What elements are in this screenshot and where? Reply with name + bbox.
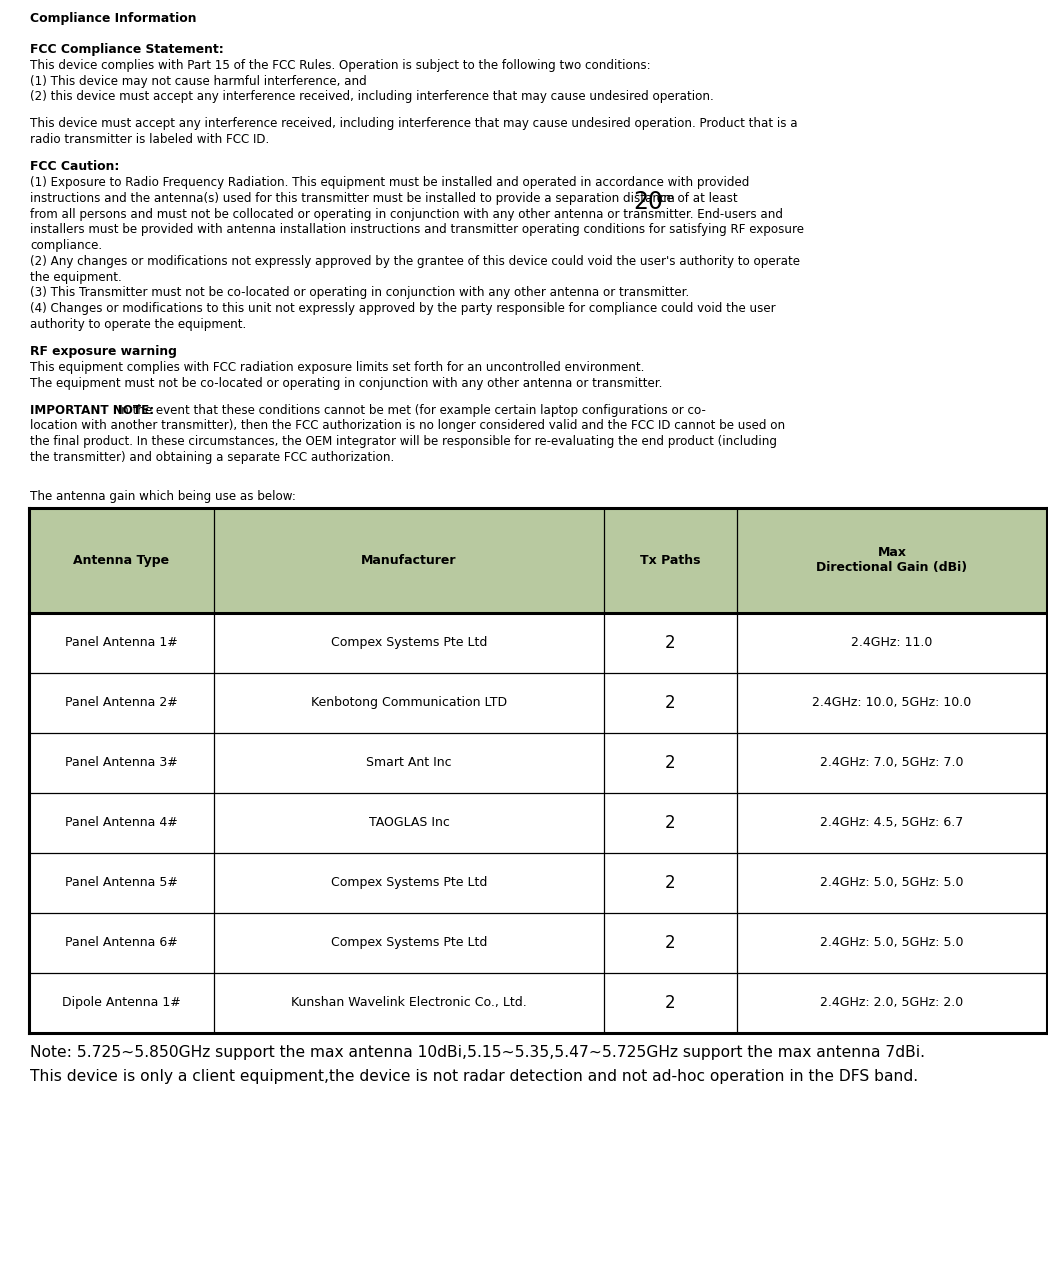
Text: 2.4GHz: 5.0, 5GHz: 5.0: 2.4GHz: 5.0, 5GHz: 5.0: [821, 876, 964, 889]
Text: Dipole Antenna 1#: Dipole Antenna 1#: [62, 996, 181, 1010]
Text: 2: 2: [665, 693, 676, 711]
Text: Panel Antenna 1#: Panel Antenna 1#: [65, 636, 178, 649]
Text: Max
Directional Gain (dBi): Max Directional Gain (dBi): [816, 546, 967, 574]
Text: (2) Any changes or modifications not expressly approved by the grantee of this d: (2) Any changes or modifications not exp…: [30, 255, 800, 268]
Text: Kunshan Wavelink Electronic Co., Ltd.: Kunshan Wavelink Electronic Co., Ltd.: [291, 996, 527, 1010]
Text: 2.4GHz: 2.0, 5GHz: 2.0: 2.4GHz: 2.0, 5GHz: 2.0: [821, 996, 963, 1010]
Text: the transmitter) and obtaining a separate FCC authorization.: the transmitter) and obtaining a separat…: [30, 451, 394, 464]
Bar: [29, 973, 1047, 1033]
Bar: [29, 852, 1047, 913]
Text: (1) Exposure to Radio Frequency Radiation. This equipment must be installed and : (1) Exposure to Radio Frequency Radiatio…: [30, 177, 749, 189]
Text: 2: 2: [665, 993, 676, 1012]
Text: Smart Ant Inc: Smart Ant Inc: [366, 756, 452, 770]
Text: 20: 20: [634, 189, 663, 213]
Text: 2: 2: [665, 634, 676, 652]
Text: instructions and the antenna(s) used for this transmitter must be installed to p: instructions and the antenna(s) used for…: [30, 192, 741, 204]
Text: RF exposure warning: RF exposure warning: [30, 344, 177, 358]
Bar: [29, 673, 1047, 733]
Text: authority to operate the equipment.: authority to operate the equipment.: [30, 318, 246, 331]
Bar: [29, 612, 1047, 673]
Text: Kenbotong Communication LTD: Kenbotong Communication LTD: [311, 696, 507, 709]
Text: In the event that these conditions cannot be met (for example certain laptop con: In the event that these conditions canno…: [114, 404, 705, 417]
Text: This equipment complies with FCC radiation exposure limits set forth for an unco: This equipment complies with FCC radiati…: [30, 361, 645, 375]
Text: Panel Antenna 5#: Panel Antenna 5#: [65, 876, 178, 889]
Text: Manufacturer: Manufacturer: [362, 554, 457, 566]
Bar: [29, 508, 1047, 612]
Text: Compliance Information: Compliance Information: [30, 11, 197, 25]
Text: Compex Systems Pte Ltd: Compex Systems Pte Ltd: [331, 636, 487, 649]
Text: 2.4GHz: 4.5, 5GHz: 6.7: 2.4GHz: 4.5, 5GHz: 6.7: [821, 817, 963, 829]
Text: Panel Antenna 4#: Panel Antenna 4#: [65, 817, 178, 829]
Text: Tx Paths: Tx Paths: [640, 554, 701, 566]
Text: The equipment must not be co-located or operating in conjunction with any other : The equipment must not be co-located or …: [30, 377, 662, 390]
Text: (4) Changes or modifications to this unit not expressly approved by the party re: (4) Changes or modifications to this uni…: [30, 302, 776, 315]
Text: Panel Antenna 2#: Panel Antenna 2#: [65, 696, 178, 709]
Text: from all persons and must not be collocated or operating in conjunction with any: from all persons and must not be colloca…: [30, 207, 783, 221]
Text: (2) this device must accept any interference received, including interference th: (2) this device must accept any interfer…: [30, 90, 714, 103]
Text: 2.4GHz: 11.0: 2.4GHz: 11.0: [851, 636, 933, 649]
Text: This device must accept any interference received, including interference that m: This device must accept any interference…: [30, 117, 798, 130]
Text: FCC Compliance Statement:: FCC Compliance Statement:: [30, 42, 224, 56]
Text: This device complies with Part 15 of the FCC Rules. Operation is subject to the : This device complies with Part 15 of the…: [30, 58, 651, 72]
Text: 2: 2: [665, 814, 676, 832]
Text: the final product. In these circumstances, the OEM integrator will be responsibl: the final product. In these circumstance…: [30, 436, 777, 448]
Text: Compex Systems Pte Ltd: Compex Systems Pte Ltd: [331, 936, 487, 949]
Text: radio transmitter is labeled with FCC ID.: radio transmitter is labeled with FCC ID…: [30, 133, 269, 146]
Text: cm: cm: [653, 192, 675, 204]
Text: TAOGLAS Inc: TAOGLAS Inc: [369, 817, 450, 829]
Text: This device is only a client equipment,the device is not radar detection and not: This device is only a client equipment,t…: [30, 1068, 918, 1083]
Text: Antenna Type: Antenna Type: [73, 554, 170, 566]
Bar: [29, 913, 1047, 973]
Text: (3) This Transmitter must not be co-located or operating in conjunction with any: (3) This Transmitter must not be co-loca…: [30, 287, 690, 300]
Text: (1) This device may not cause harmful interference, and: (1) This device may not cause harmful in…: [30, 75, 367, 88]
Text: The antenna gain which being use as below:: The antenna gain which being use as belo…: [30, 490, 296, 503]
Text: 2.4GHz: 7.0, 5GHz: 7.0: 2.4GHz: 7.0, 5GHz: 7.0: [821, 756, 964, 770]
Text: Panel Antenna 3#: Panel Antenna 3#: [65, 756, 178, 770]
Text: 2.4GHz: 10.0, 5GHz: 10.0: 2.4GHz: 10.0, 5GHz: 10.0: [812, 696, 971, 709]
Text: installers must be provided with antenna installation instructions and transmitt: installers must be provided with antenna…: [30, 224, 804, 236]
Text: the equipment.: the equipment.: [30, 271, 122, 283]
Text: Note: 5.725~5.850GHz support the max antenna 10dBi,5.15~5.35,5.47~5.725GHz suppo: Note: 5.725~5.850GHz support the max ant…: [30, 1045, 925, 1060]
Text: 2: 2: [665, 874, 676, 892]
Text: 2.4GHz: 5.0, 5GHz: 5.0: 2.4GHz: 5.0, 5GHz: 5.0: [821, 936, 964, 949]
Bar: [29, 733, 1047, 792]
Text: location with another transmitter), then the FCC authorization is no longer cons: location with another transmitter), then…: [30, 419, 785, 432]
Text: FCC Caution:: FCC Caution:: [30, 160, 119, 173]
Text: compliance.: compliance.: [30, 239, 102, 253]
Bar: [29, 792, 1047, 852]
Text: Panel Antenna 6#: Panel Antenna 6#: [65, 936, 178, 949]
Text: Compex Systems Pte Ltd: Compex Systems Pte Ltd: [331, 876, 487, 889]
Text: 2: 2: [665, 933, 676, 951]
Text: IMPORTANT NOTE:: IMPORTANT NOTE:: [30, 404, 154, 417]
Text: 2: 2: [665, 753, 676, 772]
